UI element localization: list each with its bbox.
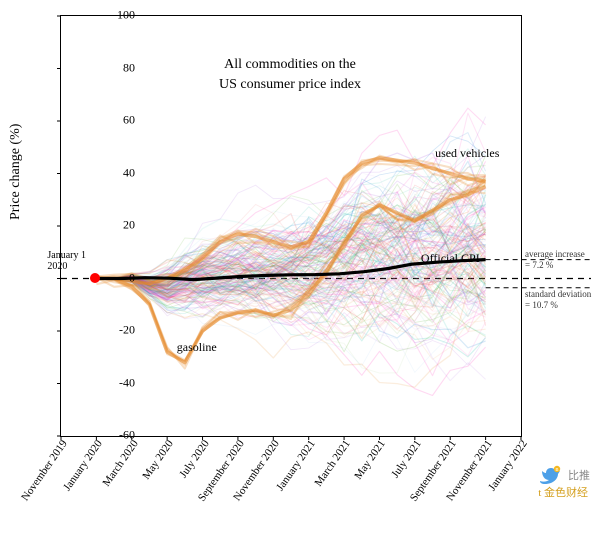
x-tick: November 2019 [19,438,70,503]
x-tick: March 2020 [100,438,140,489]
side-note: standard deviation= 10.7 % [525,289,591,312]
svg-text:B: B [555,467,558,472]
x-tick: March 2021 [312,438,352,489]
watermark-bitui: B 比推 [536,465,590,485]
y-axis-label: Price change (%) [8,124,24,220]
y-tick: 20 [105,218,135,233]
watermark-text: 比推 [568,467,590,483]
y-tick: 40 [105,165,135,180]
cpi-commodities-chart: Price change (%) All commodities on theU… [0,0,600,540]
x-tick: July 2020 [177,438,212,480]
bird-icon: B [536,465,564,485]
x-tick: May 2020 [140,438,176,482]
start-marker [90,273,100,283]
y-tick: -40 [105,375,135,390]
annotation-used-vehicles: used vehicles [435,146,499,161]
y-tick: -20 [105,323,135,338]
x-tick: May 2021 [353,438,389,482]
annotation-official-cpi: Official CPI [421,251,480,266]
x-tick: July 2021 [389,438,424,480]
chart-title: All commodities on theUS consumer price … [150,55,430,94]
y-tick: 60 [105,113,135,128]
side-note: average increase= 7.2 % [525,249,585,272]
y-tick: 100 [105,8,135,23]
annotation-gasoline: gasoline [177,340,217,355]
start-marker-label: January 12020 [47,250,86,272]
y-tick: 0 [105,270,135,285]
watermark-jinse: t 金色财经 [538,484,588,500]
y-tick: 80 [105,60,135,75]
